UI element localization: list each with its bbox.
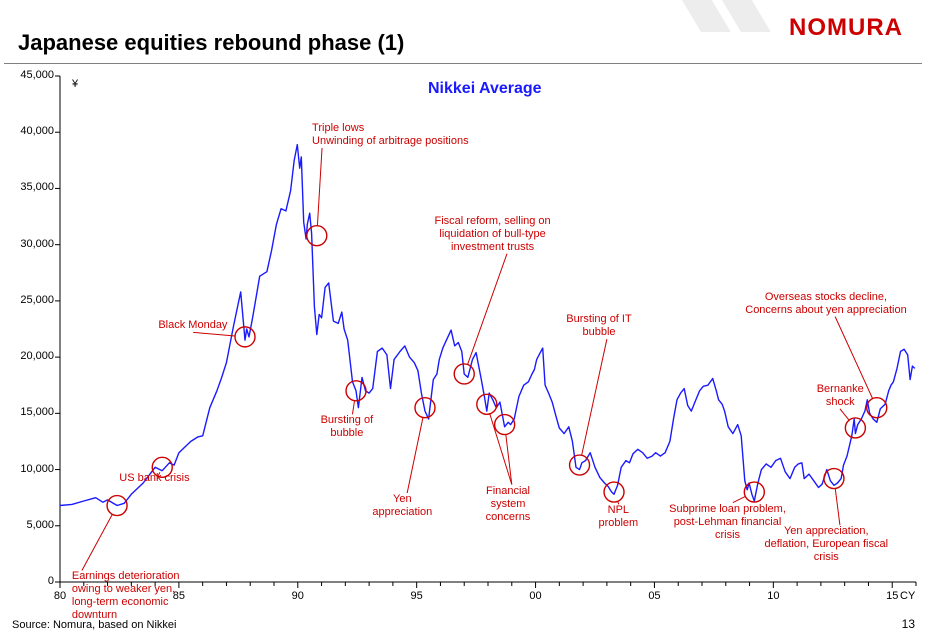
- y-tick-label: 30,000: [8, 238, 54, 250]
- y-tick-label: 45,000: [8, 69, 54, 81]
- y-tick-label: 10,000: [8, 463, 54, 475]
- y-tick-label: 40,000: [8, 125, 54, 137]
- annotation-label: Financial system concerns: [486, 485, 531, 524]
- annotation-label: Black Monday: [158, 319, 227, 332]
- x-tick-label: 05: [639, 590, 669, 602]
- page-number: 13: [902, 617, 915, 631]
- x-tick-label: 15: [877, 590, 907, 602]
- x-tick-label: 00: [521, 590, 551, 602]
- x-tick-label: 90: [283, 590, 313, 602]
- annotation-label: Fiscal reform, selling on liquidation of…: [435, 215, 551, 254]
- x-tick-label: 80: [45, 590, 75, 602]
- annotation-label: Yen appreciation, deflation, European fi…: [765, 525, 889, 564]
- annotation-label: Bursting of IT bubble: [566, 313, 631, 339]
- y-axis-unit: ¥: [72, 78, 78, 90]
- annotation-label: Bernanke shock: [817, 383, 864, 409]
- annotation-label: Earnings deterioration owing to weaker y…: [72, 570, 180, 622]
- annotation-label: US bank crisis: [119, 472, 189, 485]
- annotation-label: Overseas stocks decline, Concerns about …: [745, 291, 906, 317]
- y-tick-label: 15,000: [8, 406, 54, 418]
- annotation-label: Triple lows Unwinding of arbitrage posit…: [312, 122, 469, 148]
- x-tick-label: 95: [402, 590, 432, 602]
- y-tick-label: 0: [8, 575, 54, 587]
- y-tick-label: 5,000: [8, 519, 54, 531]
- annotation-label: Yen appreciation: [372, 493, 432, 519]
- y-tick-label: 20,000: [8, 350, 54, 362]
- annotation-label: NPL problem: [598, 504, 638, 530]
- annotation-label: Bursting of bubble: [321, 414, 374, 440]
- x-tick-label: 10: [758, 590, 788, 602]
- y-tick-label: 25,000: [8, 294, 54, 306]
- y-tick-label: 35,000: [8, 181, 54, 193]
